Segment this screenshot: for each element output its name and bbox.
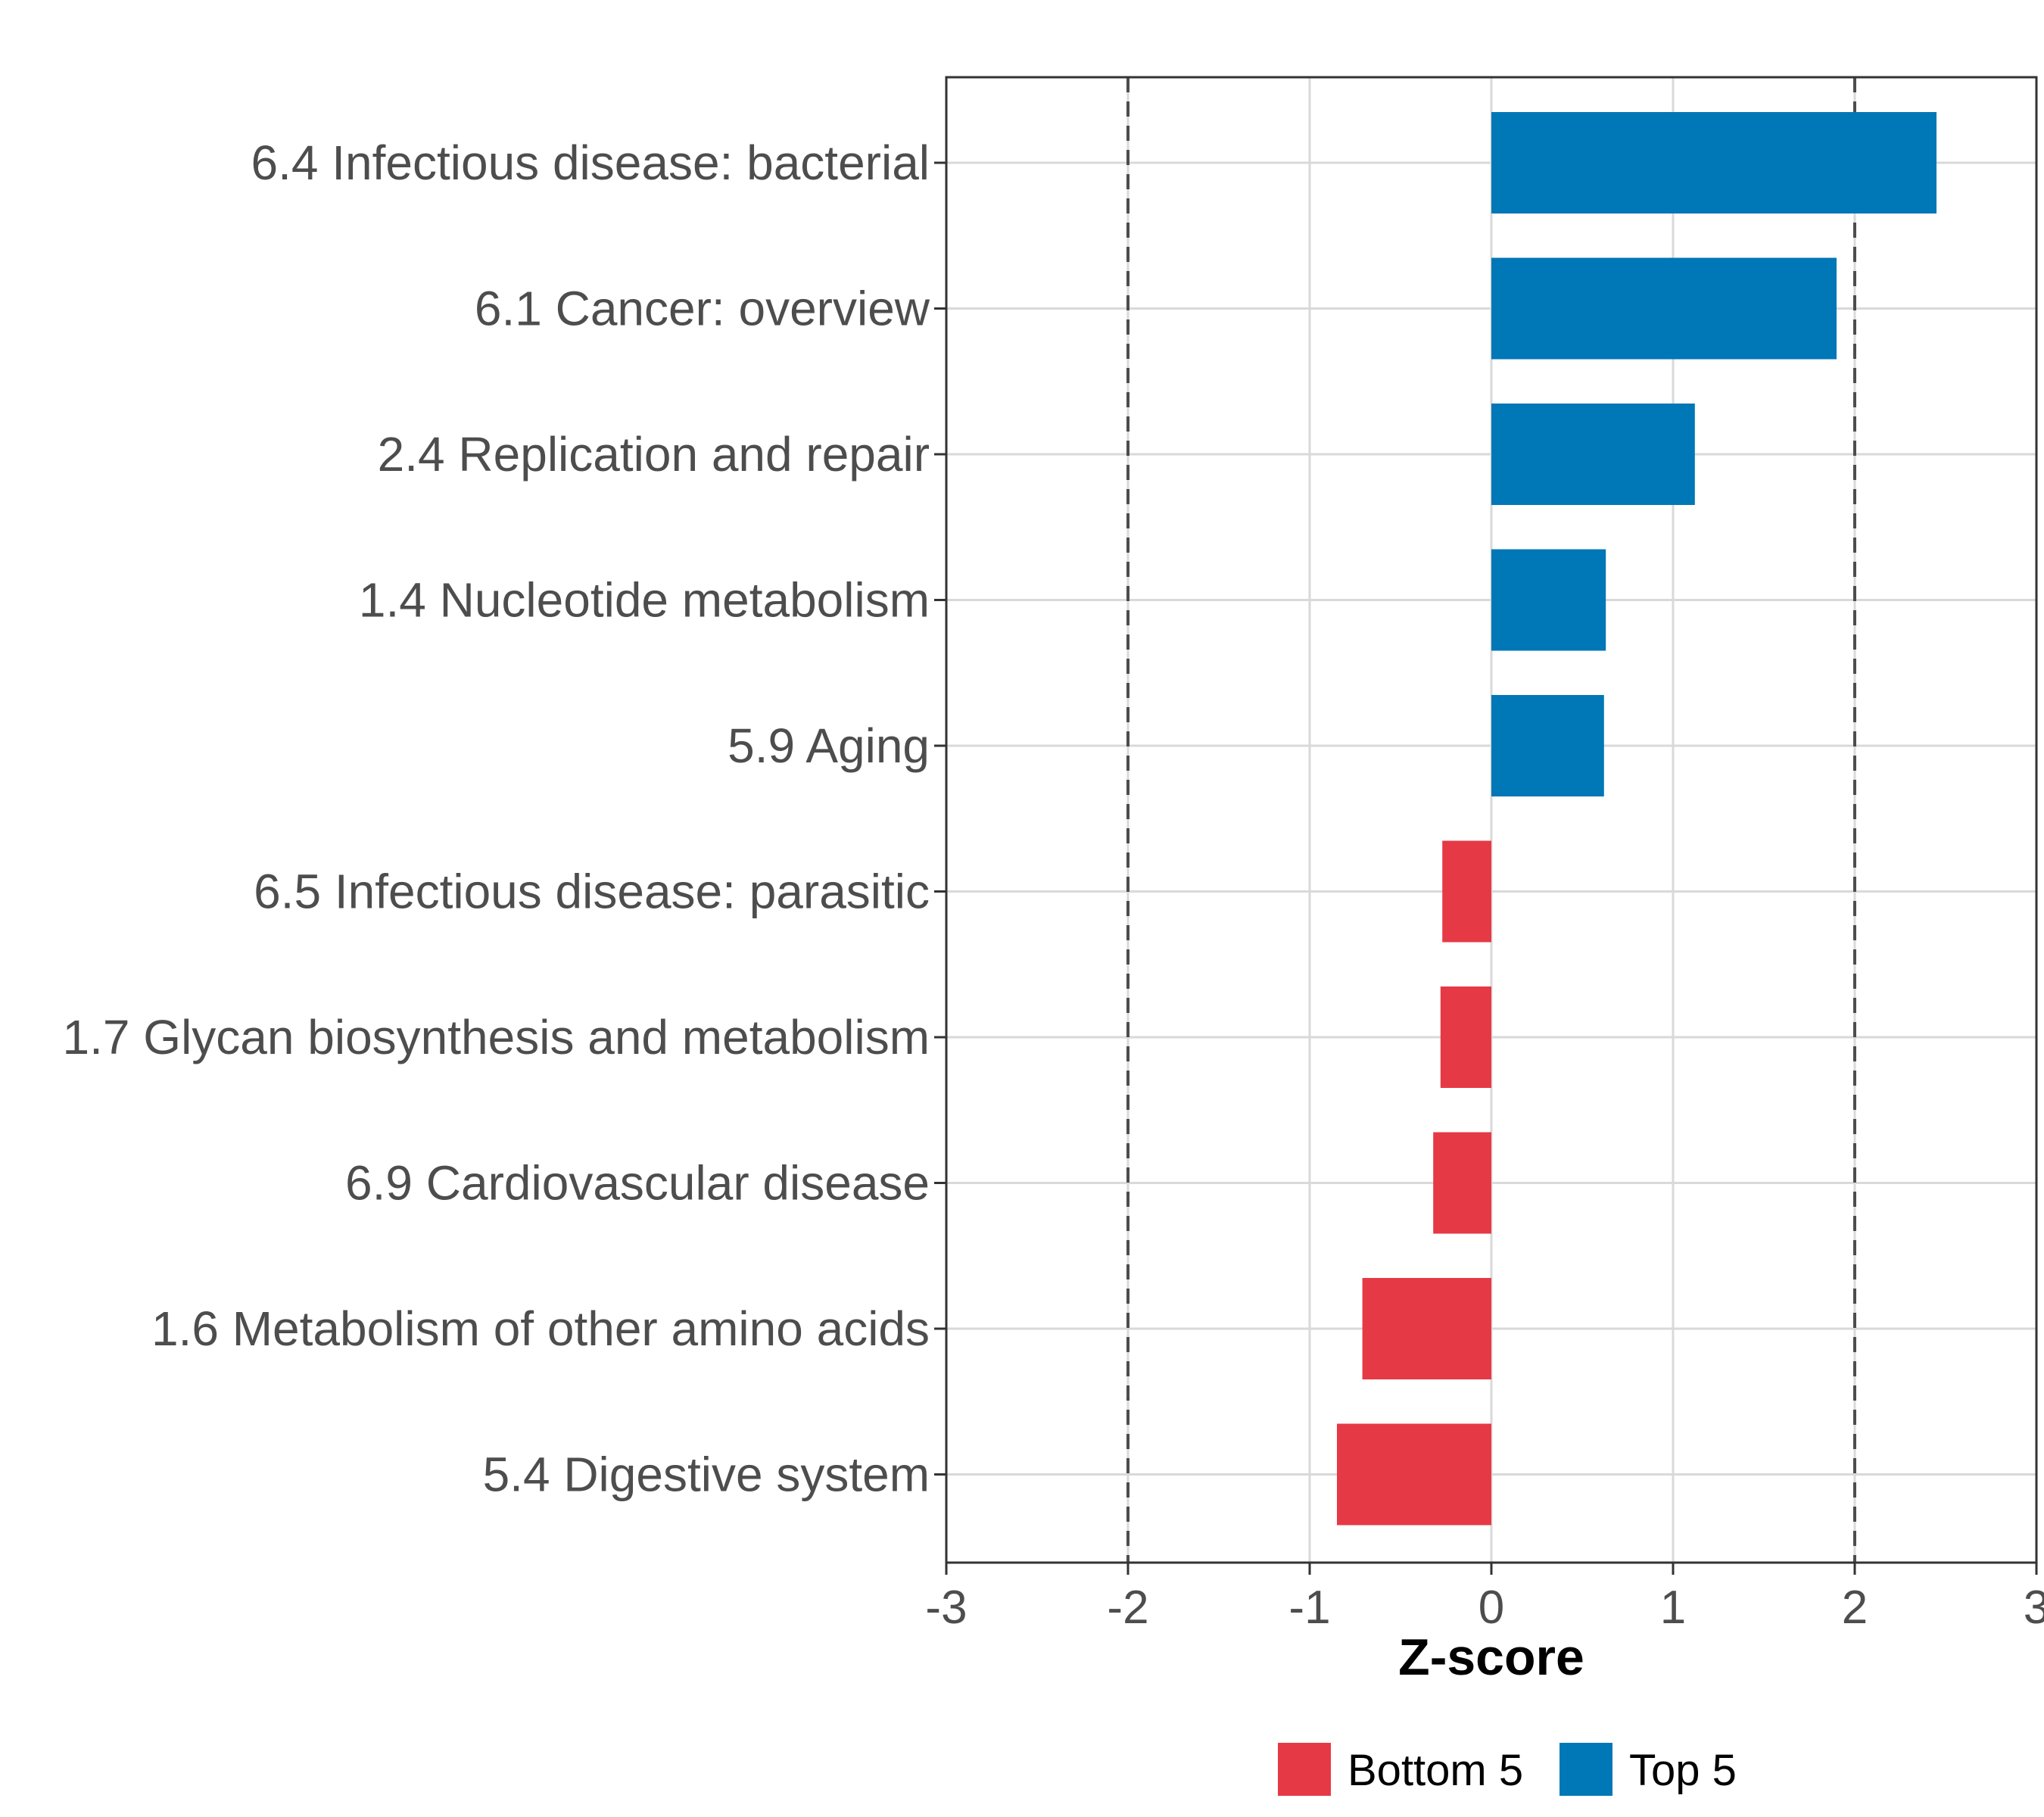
bar	[1491, 404, 1695, 505]
category-label: 6.9 Cardiovascular disease	[345, 1156, 930, 1211]
x-tick-label: 1	[1660, 1582, 1686, 1634]
category-label: 6.5 Infectious disease: parasitic	[254, 865, 930, 919]
x-tick-label: 3	[2024, 1582, 2044, 1634]
legend-label: Top 5	[1629, 1746, 1737, 1795]
bar	[1491, 257, 1837, 360]
category-label: 2.4 Replication and repair	[378, 427, 930, 482]
y-axis: 6.4 Infectious disease: bacterial 6.1 Can…	[63, 136, 946, 1502]
bar	[1440, 986, 1491, 1088]
category-label: 6.4 Infectious disease: bacterial	[251, 136, 930, 190]
category-label: 6.1 Cancer: overview	[475, 282, 930, 336]
bar	[1362, 1278, 1491, 1379]
category-label: 5.4 Digestive system	[483, 1448, 930, 1502]
x-tick-label: -2	[1107, 1582, 1148, 1634]
bar	[1491, 549, 1606, 651]
category-label: 5.9 Aging	[728, 718, 930, 773]
legend: Bottom 5 Top 5	[1278, 1743, 1737, 1796]
legend-swatch	[1559, 1743, 1612, 1796]
bars	[1337, 112, 1937, 1526]
x-tick-label: 0	[1478, 1582, 1504, 1634]
bar	[1491, 112, 1937, 213]
category-label: 1.7 Glycan biosynthesis and metabolism	[63, 1010, 930, 1064]
bar	[1433, 1132, 1491, 1234]
x-axis-title: Z-score	[1398, 1628, 1584, 1686]
x-axis: -3 -2 -1 0 1 2 3	[925, 1563, 2044, 1634]
legend-label: Bottom 5	[1348, 1746, 1523, 1795]
bar	[1442, 840, 1491, 943]
category-label: 1.6 Metabolism of other amino acids	[151, 1301, 930, 1356]
reference-lines	[1126, 77, 1856, 1563]
bar	[1491, 695, 1604, 796]
x-tick-label: 2	[1842, 1582, 1868, 1634]
category-label: 1.4 Nucleotide metabolism	[359, 573, 930, 628]
x-tick-label: -1	[1288, 1582, 1330, 1634]
x-tick-label: -3	[925, 1582, 967, 1634]
bar	[1337, 1423, 1491, 1526]
legend-swatch	[1278, 1743, 1331, 1796]
